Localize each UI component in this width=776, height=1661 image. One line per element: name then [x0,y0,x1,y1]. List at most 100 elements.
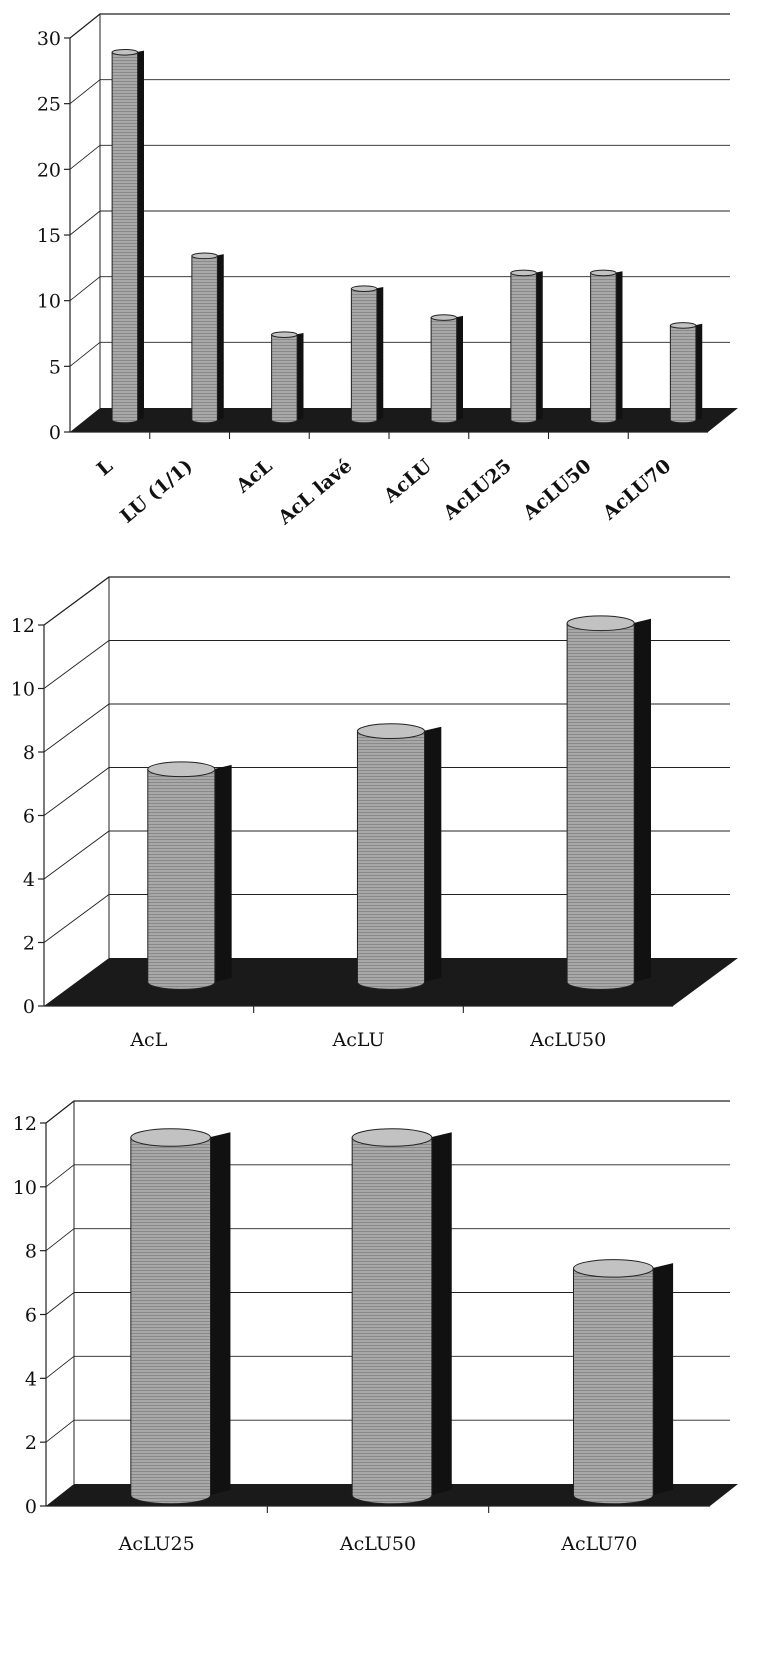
x-tick-label-aclu: AcLU [332,1029,385,1051]
gridline [45,1419,730,1443]
chart-floor [70,408,738,432]
x-axis: AcLU25 AcLU50 AcLU70 [118,1506,637,1555]
gridline [43,767,730,816]
x-tick-label-aclu50: AcLU50 [339,1533,416,1555]
bar-body [271,334,298,424]
gridline [45,1292,730,1315]
gridline [43,640,730,689]
bar-shadow [632,618,651,982]
bar-body [572,1267,654,1505]
y-tick-label: 15 [37,225,61,247]
bar-acl [147,761,232,990]
bar-body [356,730,426,990]
y-tick-label: 4 [23,869,35,891]
y-axis: 0 2 4 6 8 10 12 [11,576,730,1018]
gridline [69,210,730,236]
bar-body [111,51,139,424]
bar-top [669,322,697,329]
bar-top [147,761,216,778]
y-tick-label: 2 [25,1432,37,1454]
bar-top [356,723,426,740]
bar-top [191,252,218,260]
y-tick-label: 0 [23,996,35,1018]
bar-aclu25 [130,1128,231,1505]
gridline [43,703,730,753]
x-tick-label-l: L [93,455,117,480]
y-tick-label: 2 [23,933,35,955]
y-tick-label: 10 [37,291,61,313]
x-tick-label-aclu25: AcLU25 [118,1533,195,1555]
x-tick-label-aclu25: AcLU25 [438,455,515,525]
y-tick-label: 25 [37,94,61,116]
x-tick-label-acl-lav: AcL lavé [273,455,356,530]
bar-top [510,269,537,277]
bar-aclu70 [572,1259,674,1505]
bar-top [350,285,378,292]
y-tick-label: 8 [23,742,35,764]
bar-body [590,272,617,424]
gridline [45,1355,730,1379]
bar-body [191,255,218,424]
bar-body [147,768,216,990]
gridline [69,79,730,105]
gridline [43,576,730,626]
y-tick-label: 6 [25,1305,37,1327]
bar-body [130,1137,212,1505]
bar-top [590,269,617,277]
bar-aclu70 [669,322,703,424]
bar-aclu [356,723,442,990]
chart-3-aclu25-aclu50-aclu70: 0 2 4 6 8 10 12 AcLU25 AcLU50 AcLU70 [13,1100,738,1555]
y-tick-label: 4 [25,1368,37,1390]
x-tick-label-aclu50: AcLU50 [518,455,595,525]
gridline [69,13,730,39]
y-tick-label: 30 [37,28,61,50]
x-tick-label-aclu: AcLU [379,455,437,508]
x-tick-label-aclu70: AcLU70 [560,1533,637,1555]
gridline [43,830,730,880]
gridline [69,276,730,302]
x-tick-label-aclu70: AcLU70 [598,455,675,525]
bar-acl-lav [350,285,384,424]
bar-body [351,1137,433,1505]
bar-aclu50 [566,615,651,990]
bar-lu-1-1 [191,252,224,424]
bar-shadow [651,1263,674,1495]
bar-top [271,331,298,338]
bar-acl [271,331,304,424]
x-tick-label-lu-1-1: LU (1/1) [116,455,197,528]
bar-body [669,324,697,424]
bar-shadow [212,764,232,982]
bar-aclu50 [590,269,623,424]
bar-top [111,48,139,56]
y-tick-label: 12 [11,615,35,637]
bar-l [111,48,145,424]
bar-aclu [430,314,464,424]
bar-top [572,1259,654,1278]
y-axis: 0 2 4 6 8 10 12 [13,1100,730,1518]
bar-top [130,1128,212,1147]
x-tick-label-acl: AcL [129,1029,167,1051]
y-tick-label: 6 [23,806,35,828]
bar-body [430,317,458,424]
gridline [43,894,730,943]
gridline [45,1100,730,1124]
y-tick-label: 8 [25,1241,37,1263]
gridline [69,341,730,367]
bar-aclu25 [510,269,543,424]
bar-body [510,272,537,424]
x-axis: AcL AcLU AcLU50 [129,1006,606,1051]
bar-shadow [422,726,442,982]
y-tick-label: 20 [37,159,61,181]
gridline [45,1228,730,1252]
bar-body [566,622,635,990]
bar-body [350,288,378,424]
x-tick-label-aclu50: AcLU50 [529,1029,606,1051]
y-tick-label: 0 [49,422,61,444]
y-tick-label: 12 [13,1113,37,1135]
gridline [45,1164,730,1188]
y-tick-label: 5 [49,356,61,378]
chart-2-acl-aclu-aclu50: 0 2 4 6 8 10 12 AcL AcLU AcLU50 [11,576,738,1051]
gridline [69,144,730,170]
